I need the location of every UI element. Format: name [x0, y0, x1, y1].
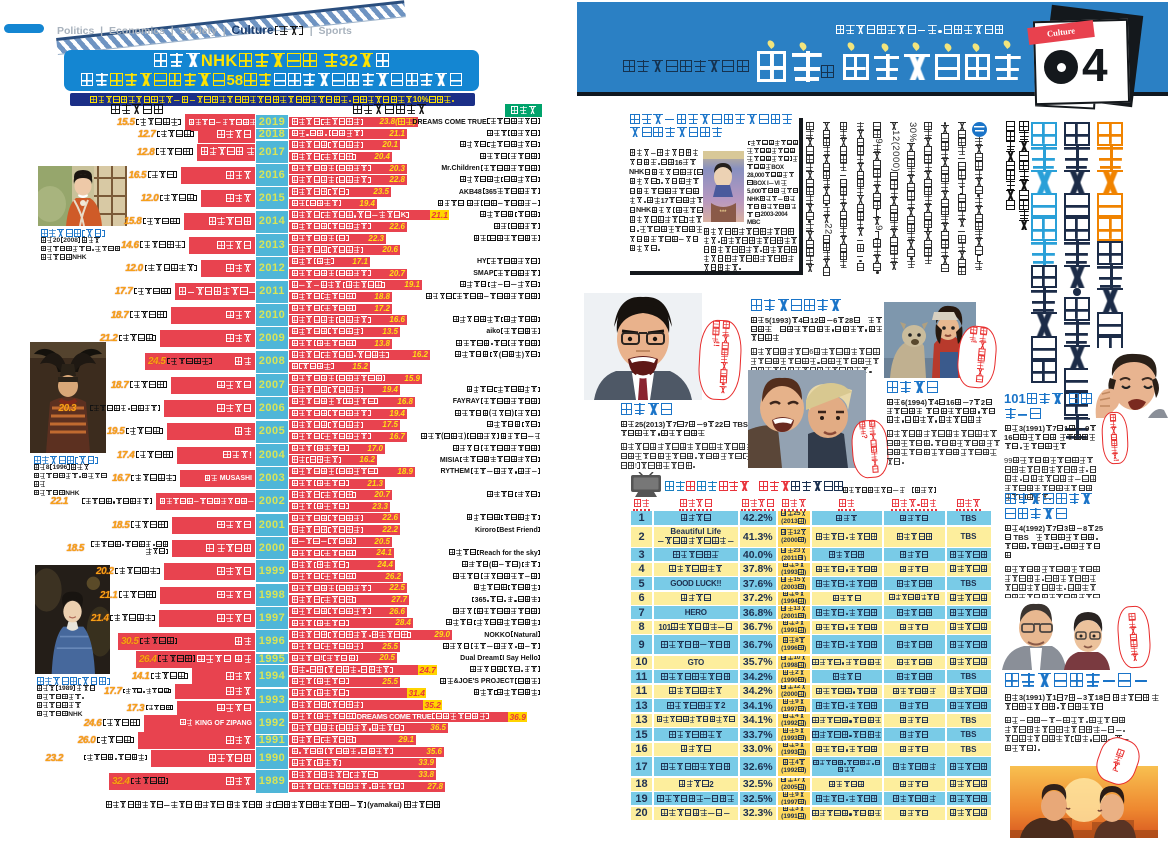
svg-text:***: ***	[719, 210, 727, 216]
